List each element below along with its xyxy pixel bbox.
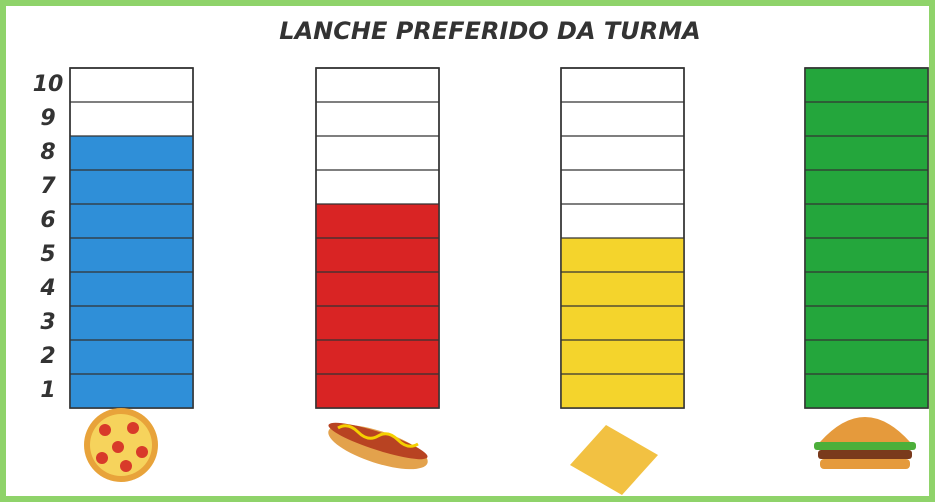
chart-title: LANCHE PREFERIDO DA TURMA [279, 17, 700, 45]
y-tick-label: 3 [40, 310, 55, 335]
pizza-icon [84, 408, 158, 482]
y-tick-label: 2 [40, 344, 55, 369]
page: LANCHE PREFERIDO DA TURMA 12345678910 ((… [0, 0, 935, 502]
y-tick-label: 7 [40, 174, 56, 199]
y-tick-label: 10 [33, 72, 64, 97]
y-tick-label: 1 [40, 378, 55, 403]
y-tick-label: 5 [40, 242, 55, 267]
chart: LANCHE PREFERIDO DA TURMA 1 2 3 4 5 6 7 8 9 10 [0, 0, 935, 502]
y-tick-label: 4 [39, 276, 55, 301]
bar [561, 238, 684, 408]
y-tick-label: 8 [40, 140, 55, 165]
y-tick-label: 6 [40, 208, 55, 233]
y-tick-label: 9 [40, 106, 55, 131]
